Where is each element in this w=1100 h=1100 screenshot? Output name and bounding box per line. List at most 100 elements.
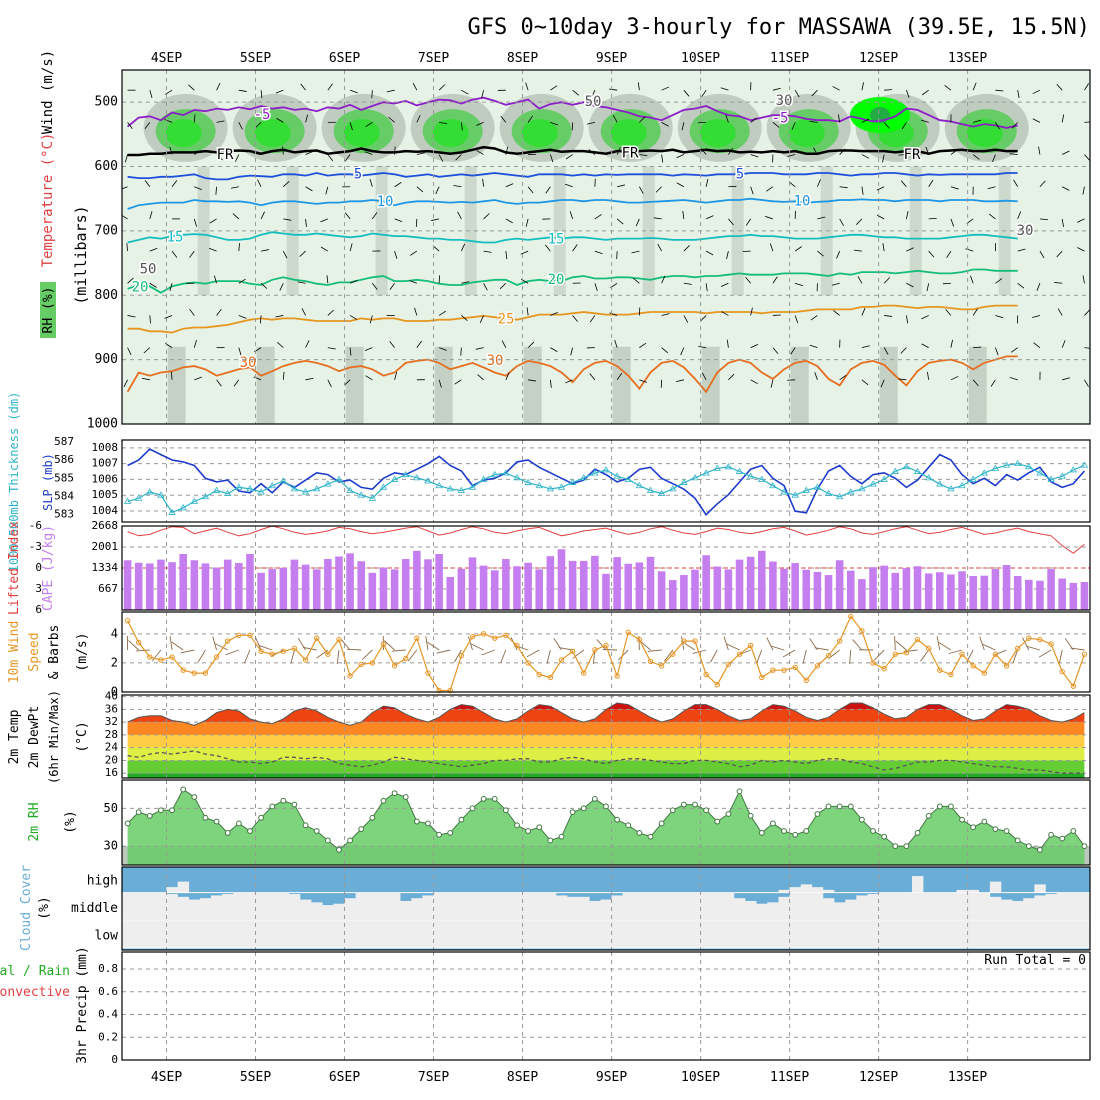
wind-barb (701, 372, 707, 381)
ylabel-rh2m-units: (%) (63, 810, 78, 833)
cloud-gap (956, 920, 968, 948)
slp-marker (802, 486, 810, 493)
wind10-marker (625, 629, 631, 636)
wind10-marker (525, 660, 531, 666)
wind-barb (1056, 83, 1063, 91)
wind-barb (883, 277, 891, 284)
wind10-barb (572, 649, 585, 659)
isotherm-line (127, 268, 1018, 294)
wind10-line (127, 615, 1085, 692)
cloud-gap (967, 892, 980, 921)
rh2m-marker (313, 828, 320, 834)
wind10-marker (614, 673, 620, 679)
wind10-marker (503, 632, 509, 638)
wind-barb (260, 282, 268, 289)
x-axis-bottom-labels: 4SEP 5SEP 6SEP 7SEP 8SEP 9SEP 10SEP 11SEP 12SEP 1… (151, 1070, 987, 1085)
wind-barb (460, 347, 462, 356)
cloud-gap (678, 892, 690, 921)
wind-barb (769, 243, 774, 252)
y-tick-cape: 2668 (92, 519, 119, 532)
wind-barb (171, 180, 178, 187)
slp-marker (591, 469, 599, 476)
wind-barb (432, 245, 440, 252)
cloud-gap (544, 920, 557, 948)
wind-barb (906, 211, 909, 219)
wind10-marker (158, 657, 164, 663)
slp-marker (724, 463, 733, 470)
rh2m-marker (169, 807, 175, 814)
wind-barb (215, 186, 217, 195)
wind-barb (995, 315, 1004, 319)
wind-barb (457, 211, 462, 220)
wind-barb (213, 275, 217, 284)
wind-barb (414, 307, 418, 316)
slp-marker (936, 480, 944, 487)
wind10-barb (683, 641, 696, 651)
cloud-gap (567, 920, 579, 948)
cloud-gap (845, 899, 857, 921)
wind-barb (750, 307, 753, 316)
wind10-barb (1038, 649, 1052, 658)
wind-barb (791, 122, 796, 130)
wind-barb (1036, 283, 1041, 291)
cloud-gap (1000, 920, 1013, 948)
wind10-marker (169, 654, 175, 660)
cloud-gap (989, 881, 1002, 893)
wind-barb (572, 315, 578, 322)
wind-barb (787, 154, 796, 157)
wind-barb (549, 379, 552, 388)
cape-bar (223, 559, 232, 610)
rh-column (345, 346, 364, 424)
wind-barb (416, 114, 421, 123)
wind10-marker (736, 651, 743, 657)
rh2m-marker (402, 794, 409, 800)
cloud-gap (166, 887, 178, 893)
wind-barb (564, 183, 573, 188)
slp-marker (657, 489, 666, 497)
wind-barb (483, 250, 492, 253)
wind10-marker (792, 664, 798, 670)
cloud-gap (923, 920, 935, 948)
dewpoint-line (127, 750, 1085, 774)
cape-bar (390, 569, 399, 610)
wind-barb (700, 148, 707, 155)
cape-bar (1069, 582, 1078, 610)
y-tick-precip: 0.4 (98, 1008, 118, 1021)
wind-barb (772, 87, 781, 91)
rh2m-marker (502, 807, 509, 814)
wind-barb (501, 340, 507, 348)
wind-barb (861, 307, 866, 316)
ylabel-temperature: Temperature (°C) (40, 133, 56, 268)
wind-barb (476, 121, 484, 126)
cloud-gap (444, 892, 457, 921)
rh-blob-bright (165, 119, 202, 148)
wind10-marker (336, 636, 342, 643)
wind-barb (839, 374, 847, 381)
rh2m-marker (836, 803, 843, 810)
contour-label: 5 (354, 166, 362, 182)
cloud-gap (211, 895, 223, 921)
wind-barb (454, 379, 462, 385)
cloud-gap (422, 895, 434, 921)
x-tick-label-top: 6SEP (329, 51, 360, 66)
ylabel-cloud-units: (%) (37, 896, 52, 919)
wind-barb (1039, 180, 1046, 188)
cape-bar (880, 565, 888, 610)
cloud-level-label: low (95, 929, 119, 944)
wind-barb (653, 217, 662, 220)
cloud-gap (1045, 894, 1057, 921)
cloud-gap (266, 892, 279, 921)
wind10-marker (492, 635, 498, 641)
wind10-barb (596, 639, 607, 651)
wind10-barb (663, 649, 674, 662)
wind-barb (745, 218, 751, 226)
slp-marker (379, 483, 388, 490)
rh2m-marker (747, 812, 754, 819)
cape-bar (446, 576, 455, 610)
wind-barb (833, 310, 840, 316)
x-tick-label-top: 13SEP (948, 51, 987, 66)
wind10-marker (692, 638, 698, 644)
cloud-gap (266, 920, 279, 948)
rh2m-marker (914, 829, 921, 836)
x-tick-label-bottom: 13SEP (948, 1070, 987, 1085)
